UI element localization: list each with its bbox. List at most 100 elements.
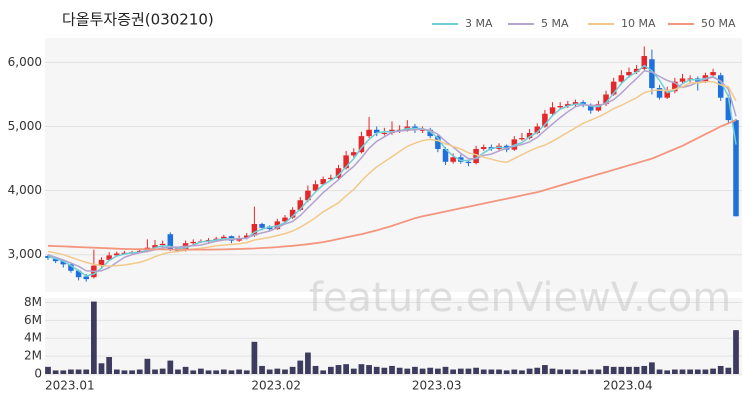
volume-bar bbox=[106, 357, 113, 374]
x-tick-label: 2023.03 bbox=[412, 379, 462, 393]
legend-label: 50 MA bbox=[701, 17, 736, 30]
y-tick-label: 3,000 bbox=[8, 247, 42, 261]
candle-body bbox=[603, 94, 609, 105]
y-tick-label: 8M bbox=[24, 295, 42, 309]
candle-body bbox=[618, 75, 625, 82]
volume-bar bbox=[297, 360, 304, 374]
volume-bar bbox=[350, 368, 357, 374]
volume-bar bbox=[457, 368, 464, 374]
volume-bar bbox=[641, 365, 648, 374]
volume-bar bbox=[480, 369, 487, 374]
volume-bar bbox=[610, 366, 617, 374]
candle-body bbox=[320, 179, 326, 185]
candle-body bbox=[343, 155, 349, 169]
volume-bar bbox=[159, 368, 166, 374]
volume-bar bbox=[45, 366, 51, 374]
volume-bar bbox=[236, 369, 242, 374]
candle-body bbox=[588, 105, 594, 111]
candle-body bbox=[572, 102, 579, 105]
volume-bar bbox=[373, 366, 380, 374]
candle-body bbox=[190, 241, 196, 244]
candle-body bbox=[565, 104, 571, 107]
volume-bar bbox=[656, 369, 663, 374]
ma-line bbox=[47, 80, 737, 268]
volume-bar bbox=[580, 370, 586, 374]
ma-line bbox=[47, 69, 737, 273]
candle-body bbox=[725, 97, 732, 121]
x-tick-label: 2023.02 bbox=[251, 379, 301, 393]
volume-bar bbox=[113, 369, 120, 374]
volume-bar bbox=[220, 369, 227, 374]
candle-body bbox=[251, 223, 258, 236]
volume-bar bbox=[694, 369, 701, 374]
candle-body bbox=[83, 276, 89, 280]
candle-body bbox=[672, 81, 678, 92]
volume-bar bbox=[649, 362, 655, 374]
legend-label: 10 MA bbox=[621, 17, 656, 30]
volume-bar bbox=[327, 366, 334, 374]
volume-bar bbox=[91, 301, 97, 374]
volume-bar bbox=[534, 367, 541, 374]
volume-bar bbox=[626, 366, 632, 374]
volume-bar bbox=[671, 369, 678, 374]
volume-bar bbox=[389, 365, 395, 374]
candle-body bbox=[98, 259, 105, 266]
volume-bar bbox=[442, 366, 449, 374]
candle-body bbox=[358, 136, 365, 153]
volume-bar bbox=[419, 368, 426, 374]
candle-body bbox=[297, 200, 304, 210]
marks-layer bbox=[45, 46, 739, 374]
volume-bar bbox=[488, 369, 495, 374]
volume-bar bbox=[121, 370, 128, 374]
volume-bar bbox=[205, 370, 212, 374]
candle-body bbox=[717, 75, 724, 98]
volume-bar bbox=[595, 369, 602, 374]
volume-bar bbox=[83, 369, 90, 374]
candle-body bbox=[542, 113, 548, 127]
candle-body bbox=[427, 129, 433, 137]
candle-body bbox=[419, 129, 426, 131]
candle-body bbox=[373, 129, 380, 133]
volume-bar bbox=[381, 367, 388, 374]
candle-body bbox=[733, 120, 739, 217]
volume-bar bbox=[136, 369, 143, 374]
volume-bar bbox=[519, 370, 525, 374]
candle-body bbox=[121, 252, 128, 254]
volume-bar bbox=[60, 370, 67, 374]
volume-bar bbox=[465, 368, 472, 374]
candle-body bbox=[312, 184, 319, 191]
candle-body bbox=[633, 68, 640, 73]
volume-bar bbox=[282, 369, 288, 374]
volume-bar bbox=[633, 366, 640, 374]
volume-bar bbox=[404, 368, 411, 374]
volume-bar bbox=[129, 370, 135, 374]
watermark: feature.enViewV.com bbox=[309, 275, 731, 321]
volume-bar bbox=[52, 370, 59, 374]
candle-body bbox=[473, 148, 479, 164]
volume-bar bbox=[251, 341, 258, 374]
volume-bar bbox=[496, 369, 502, 374]
candle-body bbox=[114, 253, 120, 256]
candle-body bbox=[435, 136, 441, 149]
volume-bar bbox=[343, 364, 349, 374]
volume-bar bbox=[572, 369, 579, 374]
y-tick-label: 6,000 bbox=[8, 55, 42, 69]
legend-label: 3 MA bbox=[465, 17, 493, 30]
y-tick-label: 5,000 bbox=[8, 119, 42, 133]
candle-body bbox=[328, 177, 334, 180]
volume-bar bbox=[366, 365, 372, 374]
candle-body bbox=[526, 132, 533, 139]
volume-bar bbox=[335, 365, 342, 374]
candle-body bbox=[75, 270, 82, 278]
y-tick-label: 6M bbox=[24, 313, 42, 327]
candle-body bbox=[106, 255, 112, 260]
volume-bar bbox=[450, 369, 457, 374]
volume-bar bbox=[320, 370, 327, 374]
volume-bar bbox=[305, 352, 311, 374]
candle-body bbox=[458, 157, 464, 162]
volume-bar bbox=[511, 369, 518, 374]
volume-bar bbox=[266, 369, 273, 374]
volume-bar bbox=[152, 369, 158, 374]
candle-body bbox=[519, 138, 525, 140]
candle-body bbox=[68, 264, 74, 271]
